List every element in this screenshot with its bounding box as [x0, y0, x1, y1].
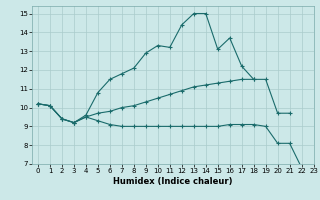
- X-axis label: Humidex (Indice chaleur): Humidex (Indice chaleur): [113, 177, 233, 186]
